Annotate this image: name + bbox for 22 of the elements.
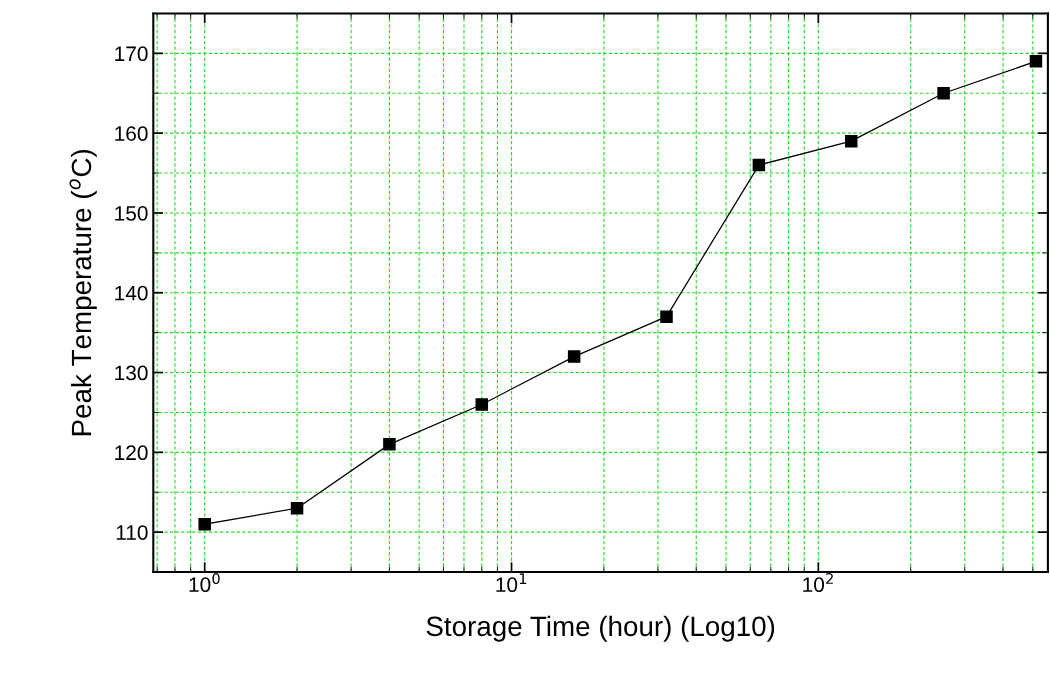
point <box>752 158 766 172</box>
y-axis-title: Peak Temperature ($^{o}$C) <box>69 149 97 436</box>
x-tick-label: 10$^{0}$ <box>189 573 220 593</box>
y-tick-label: 120 <box>115 445 148 461</box>
x-tick-label: 10$^{2}$ <box>803 573 833 593</box>
point <box>383 438 396 451</box>
y-tick-label: 110 <box>116 525 148 540</box>
point <box>475 398 489 411</box>
x-tick-label: 10$^{1}$ <box>496 573 527 593</box>
point <box>198 517 211 531</box>
point <box>937 87 950 100</box>
y-tick-label: 160 <box>115 126 148 141</box>
point <box>290 501 304 515</box>
point <box>660 310 673 323</box>
y-tick-label: 130 <box>115 365 148 381</box>
y-tick-label: 150 <box>115 205 148 221</box>
point <box>1029 55 1043 68</box>
y-tick-label: 140 <box>115 285 148 301</box>
x-axis-title: Storage Time (hour) (Log10) <box>426 615 775 642</box>
y-tick-label: 170 <box>115 46 148 62</box>
point <box>844 134 858 148</box>
point <box>567 350 581 363</box>
